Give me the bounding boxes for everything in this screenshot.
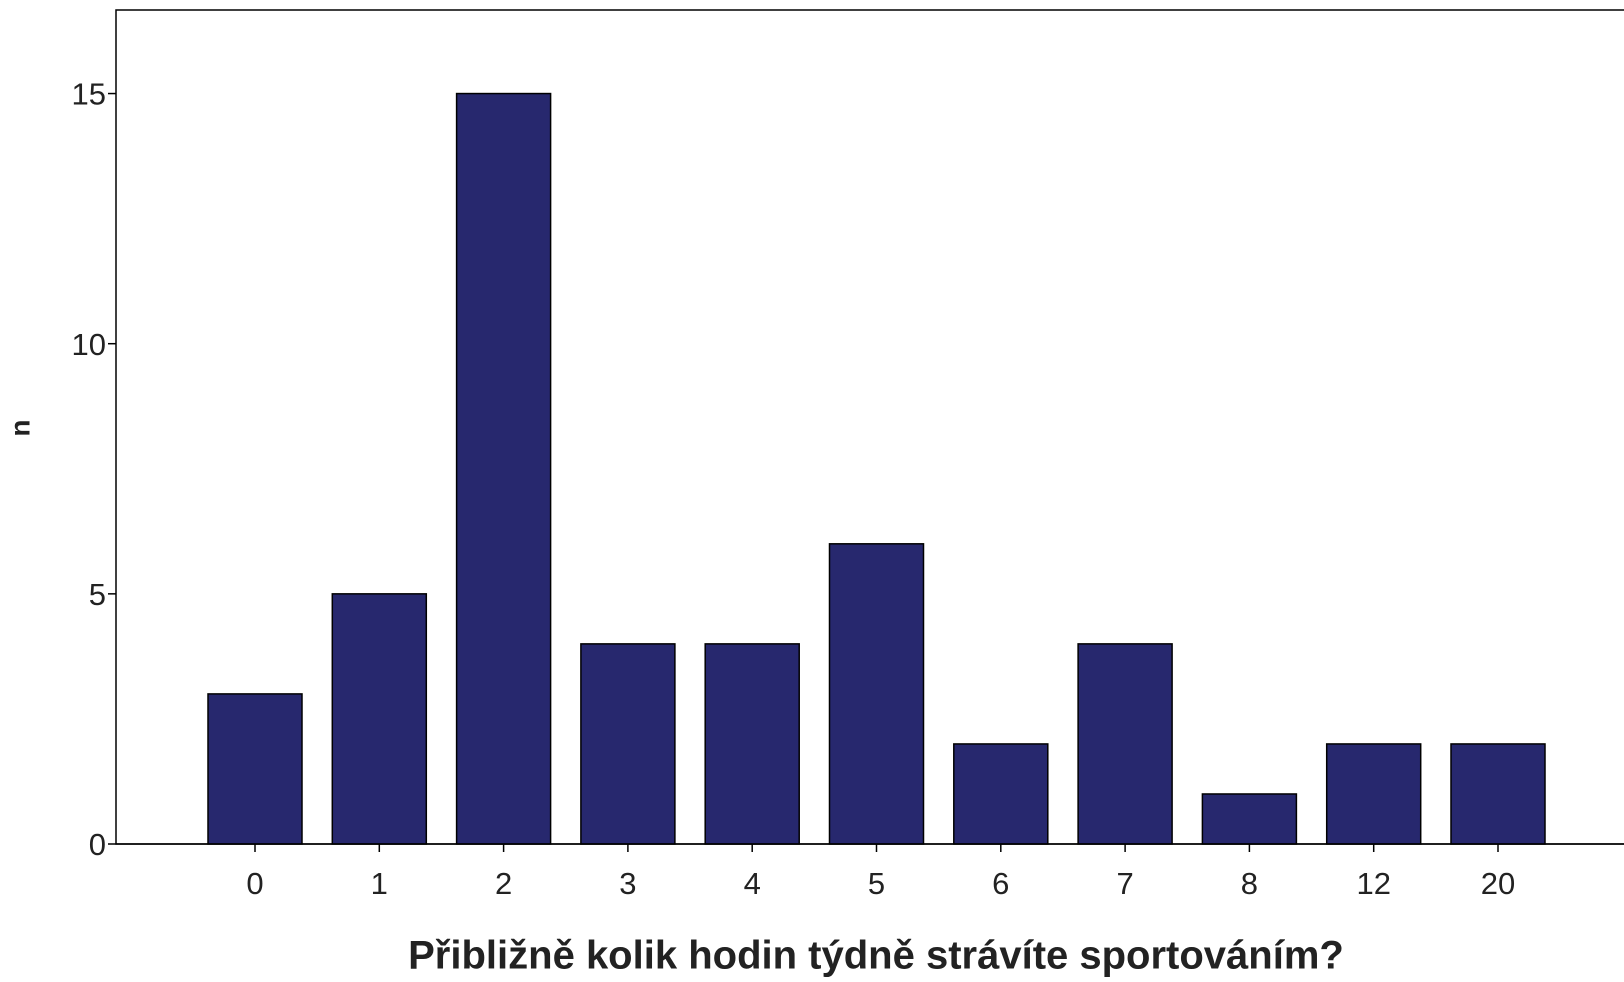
bar bbox=[207, 693, 303, 845]
bar bbox=[1325, 743, 1422, 845]
bar bbox=[1077, 643, 1173, 845]
x-tick-label: 12 bbox=[1356, 866, 1390, 901]
x-tick-label: 4 bbox=[744, 866, 761, 901]
bar bbox=[828, 543, 925, 845]
bar bbox=[704, 643, 800, 845]
bar bbox=[1450, 743, 1546, 845]
x-tick-label: 7 bbox=[1116, 866, 1133, 901]
x-tick-label: 5 bbox=[868, 866, 885, 901]
x-tick-label: 3 bbox=[619, 866, 636, 901]
y-axis-title: n bbox=[4, 419, 35, 436]
x-tick-label: 1 bbox=[371, 866, 388, 901]
x-axis-title: Přibližně kolik hodin týdně strávíte spo… bbox=[408, 934, 1344, 978]
y-tick-label: 10 bbox=[72, 327, 106, 362]
bar bbox=[953, 743, 1049, 845]
y-tick-label: 15 bbox=[72, 77, 106, 112]
x-tick-label: 20 bbox=[1481, 866, 1515, 901]
x-tick-label: 8 bbox=[1241, 866, 1258, 901]
bar bbox=[455, 92, 552, 845]
y-tick-label: 5 bbox=[89, 577, 106, 612]
x-tick-label: 2 bbox=[495, 866, 512, 901]
x-tick-label: 6 bbox=[992, 866, 1009, 901]
y-tick-label: 0 bbox=[89, 827, 106, 862]
bar bbox=[580, 643, 676, 845]
x-tick-label: 0 bbox=[246, 866, 263, 901]
bar bbox=[1201, 793, 1298, 845]
bar bbox=[331, 593, 428, 845]
